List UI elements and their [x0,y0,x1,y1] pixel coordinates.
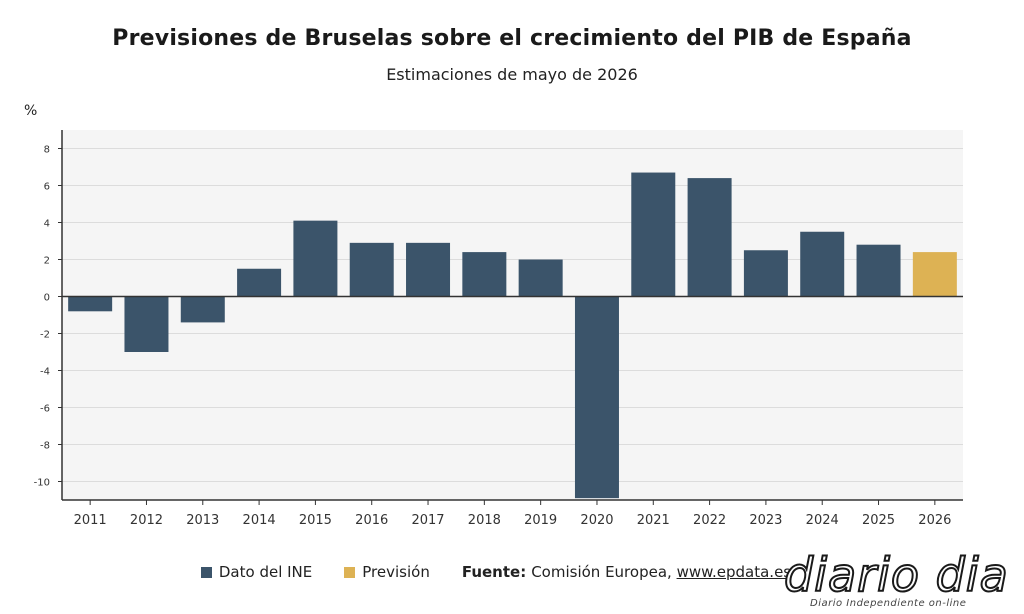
x-tick-label: 2011 [74,513,107,528]
source-label: Fuente: [461,563,527,581]
y-tick-label: 0 [44,293,50,304]
legend: Dato del INE Previsión Fuente: Comisión … [0,563,1024,581]
bar-actual [687,178,732,297]
x-tick-label: 2024 [806,513,839,528]
bar-actual [68,296,113,312]
y-tick-label: -8 [40,441,50,452]
x-tick-label: 2025 [862,513,895,528]
bar-actual [180,296,225,323]
y-tick-label: 8 [44,145,50,156]
bar-actual [574,296,619,499]
x-tick-label: 2016 [355,513,388,528]
bar-actual [293,220,338,297]
legend-item-actual: Dato del INE [200,563,313,581]
bar-actual [406,242,451,297]
y-tick-label: -2 [40,330,50,341]
legend-label-actual: Dato del INE [218,563,313,581]
x-tick-label: 2017 [411,513,444,528]
legend-item-forecast: Previsión [344,563,430,581]
y-tick-label: 6 [44,182,50,193]
y-tick-label: 2 [44,256,50,267]
legend-swatch-forecast [344,566,356,578]
bar-actual [462,252,507,297]
source-link[interactable]: www.epdata.es [676,563,792,581]
diario-dia-logo: diario dia Diario Independiente on-line [783,547,1014,612]
x-tick-label: 2015 [299,513,332,528]
bar-actual [631,172,676,297]
bar-actual [800,231,845,297]
logo-tagline: Diario Independiente on-line [810,598,967,609]
source-text: Comisión Europea, [531,563,672,581]
legend-swatch-actual [200,566,212,578]
x-tick-label: 2019 [524,513,557,528]
bar-forecast [912,252,957,297]
x-tick-label: 2022 [693,513,726,528]
bar-actual [856,244,901,297]
x-tick-label: 2021 [637,513,670,528]
bar-actual [349,242,394,297]
bar-actual [743,250,788,297]
chart-subtitle: Estimaciones de mayo de 2026 [386,65,638,84]
source-note: Fuente: Comisión Europea, www.epdata.es [462,563,791,581]
bar-actual [237,268,282,297]
bar-actual [518,259,563,297]
x-tick-label: 2023 [749,513,782,528]
x-tick-label: 2018 [468,513,501,528]
y-axis-unit: % [24,103,38,119]
chart-title: Previsiones de Bruselas sobre el crecimi… [112,26,912,51]
bar-actual [124,296,169,352]
x-tick-label: 2013 [186,513,219,528]
x-tick-label: 2014 [243,513,276,528]
x-tick-label: 2012 [130,513,163,528]
x-tick-label: 2020 [580,513,613,528]
legend-label-forecast: Previsión [362,563,430,581]
y-tick-label: -4 [40,367,50,378]
x-tick-label: 2026 [918,513,951,528]
y-tick-label: -10 [34,478,50,489]
logo-wordmark: diario dia [783,547,1009,603]
y-tick-label: 4 [44,219,50,230]
y-tick-label: -6 [40,404,50,415]
